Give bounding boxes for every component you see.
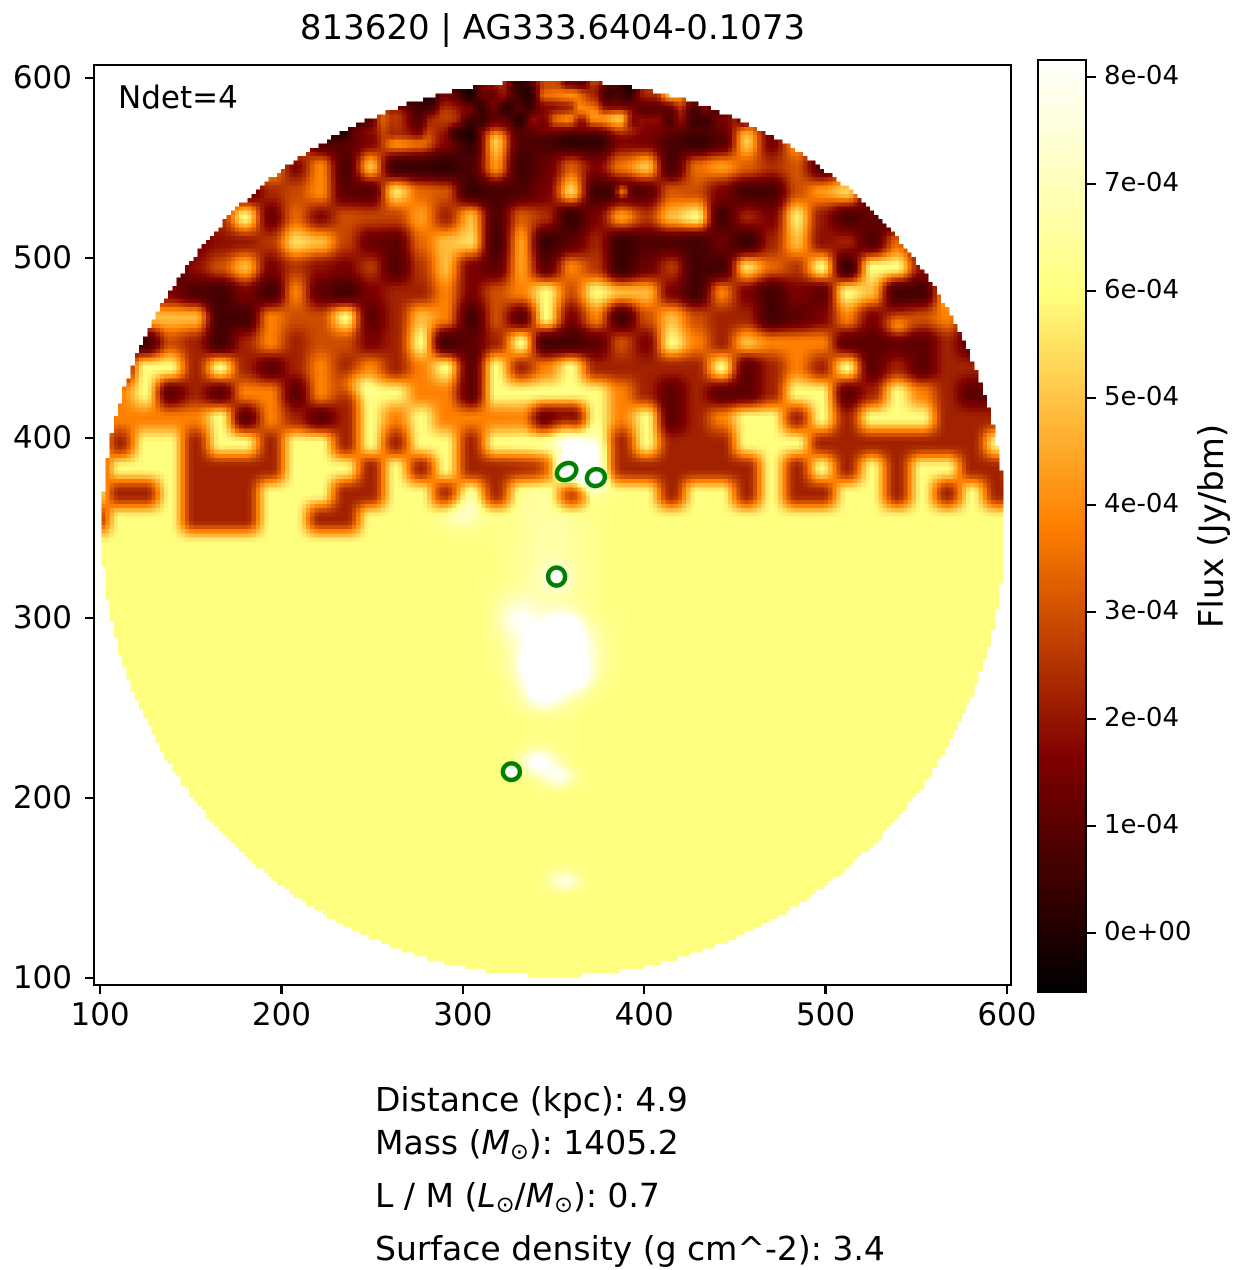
x-tick-mark [1005,986,1009,994]
colorbar-tick-mark [1087,503,1096,507]
colorbar-tick-mark [1087,931,1096,935]
x-tick-mark [824,986,827,994]
colorbar-tick-label: 4e-04 [1104,489,1180,520]
x-tick-mark [642,986,646,994]
figure-title: 813620 | AG333.6404-0.1073 [299,8,806,48]
y-tick-label: 400 [12,420,72,457]
colorbar-tick-label: 5e-04 [1104,382,1180,413]
stats-line: Surface density (g cm^-2): 3.4 [375,1228,885,1268]
y-tick-mark [85,76,93,80]
x-tick-label: 300 [433,997,493,1033]
colorbar [1037,59,1087,993]
colorbar-tick-mark [1087,717,1096,721]
detection-ellipse [584,466,608,489]
x-tick-mark [98,986,102,994]
y-tick-label: 200 [12,780,72,817]
x-tick-label: 500 [795,997,856,1033]
colorbar-tick-label: 6e-04 [1104,275,1180,306]
x-tick-label: 100 [70,997,130,1033]
y-tick-label: 300 [12,600,72,637]
y-tick-mark [85,976,93,980]
colorbar-tick-label: 7e-04 [1104,168,1180,199]
x-tick-label: 200 [251,997,312,1033]
stats-line: Mass (M⊙): 1405.2 [375,1123,679,1165]
colorbar-tick-label: 1e-04 [1104,810,1180,841]
stats-line: Distance (kpc): 4.9 [375,1080,688,1119]
x-tick-label: 600 [977,997,1037,1033]
detection-markers [500,460,608,783]
y-tick-label: 100 [12,960,72,997]
plot-area: Ndet=4 [93,64,1012,986]
colorbar-tick-mark [1087,182,1096,186]
x-tick-mark [280,986,283,994]
detection-ellipse [554,460,579,483]
colorbar-tick-label: 8e-04 [1104,61,1180,92]
y-tick-mark [85,796,93,800]
stats-text: Distance (kpc): 4.9 Mass (M⊙): 1405.2 L / … [375,1078,885,1270]
colorbar-border [1037,59,1087,993]
colorbar-gradient [1039,61,1085,991]
y-tick-mark [85,256,93,260]
colorbar-tick-label: 2e-04 [1104,703,1180,734]
detection-ellipse [545,565,568,588]
y-tick-mark [85,436,93,440]
detection-ellipse [500,761,523,783]
x-tick-label: 400 [614,997,674,1033]
ndet-annotation: Ndet=4 [118,80,238,116]
y-tick-label: 600 [12,60,72,97]
colorbar-tick-mark [1087,824,1096,828]
stats-line: L / M (L⊙/M⊙): 0.7 [375,1175,660,1218]
colorbar-tick-mark [1087,75,1096,79]
heatmap-image [93,64,1012,986]
y-tick-mark [85,616,93,620]
colorbar-tick-label: 0e+00 [1104,917,1192,948]
colorbar-label: Flux (Jy/bm) [1192,423,1232,629]
colorbar-tick-mark [1087,396,1096,400]
colorbar-tick-mark [1087,610,1096,614]
colorbar-tick-label: 3e-04 [1104,596,1180,627]
x-tick-mark [461,986,465,994]
y-tick-label: 500 [12,240,72,277]
colorbar-tick-mark [1087,289,1096,293]
